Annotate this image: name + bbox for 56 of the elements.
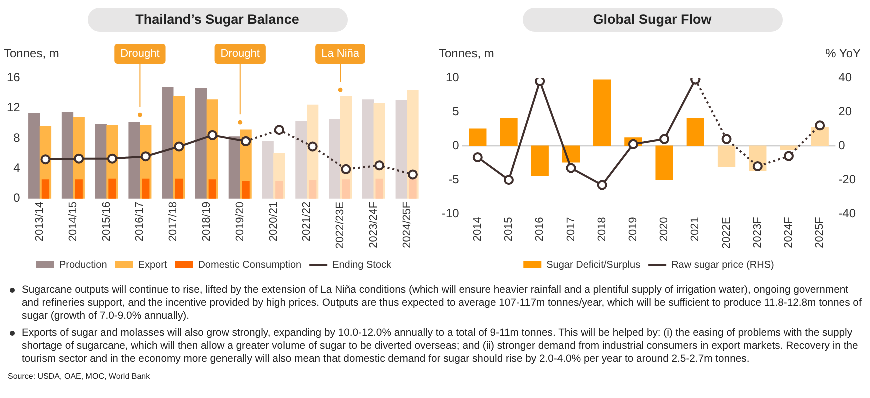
y2-axis-title: % YoY xyxy=(826,46,861,60)
source-note: Source: USDA, OAE, MOC, World Bank xyxy=(8,371,152,383)
chart-title: Thailand’s Sugar Balance xyxy=(88,8,348,32)
y-tick-label: 5 xyxy=(452,104,460,118)
x-tick-label: 2020 xyxy=(658,217,671,242)
y-tick-label: 16 xyxy=(6,70,21,84)
y-axis-title: Tonnes, m xyxy=(4,46,60,60)
legend-label: Export xyxy=(138,260,168,271)
y2-tick-label: -40 xyxy=(838,206,856,221)
legend-label: Domestic Consumption xyxy=(198,260,302,271)
x-tick-label: 2015/16 xyxy=(100,202,113,242)
text: Sugarcane outputs will continue to rise, lifted by the extension of La Niña conditions (which will ensure heavier rainfall and a plentiful supply of irrigation water), ongoing government and refineries support, and the incentive provided by high prices. Outputs are thus expected to average 107-117m tonnes/year, which will be sufficient to produce 11.8-12.8m tonnes of sugar (growth of 7.0-9.0% annually). xyxy=(22,284,863,323)
x-tick-label: 2021/22 xyxy=(301,202,314,242)
y-tick-label: 0 xyxy=(14,191,21,206)
y2-tick-label: 20 xyxy=(838,104,852,118)
y2-tick-label: 0 xyxy=(838,138,846,152)
chart-title: Global Sugar Flow xyxy=(522,8,782,32)
x-tick-label: 2017 xyxy=(565,217,578,242)
x-tick-label: 2013/14 xyxy=(34,202,46,242)
x-tick-label: 2019/20 xyxy=(234,202,246,242)
x-tick-label: 2019 xyxy=(627,217,640,242)
x-tick-label: 2023F xyxy=(752,216,764,248)
y-tick-label: 12 xyxy=(6,100,21,115)
legend-label: Sugar Deficit/Surplus xyxy=(546,260,641,271)
x-tick-label: 2022E xyxy=(720,217,733,250)
x-tick-label: 2021 xyxy=(690,217,702,242)
x-tick-label: 2014 xyxy=(472,217,484,242)
x-tick-label: 2022/23E xyxy=(334,202,347,250)
annotation: La Niña xyxy=(322,48,360,60)
y-tick-label: 8 xyxy=(14,130,21,145)
x-tick-label: 2015 xyxy=(503,217,516,242)
annotation: Drought xyxy=(120,48,160,60)
legend-label: Production xyxy=(59,260,108,271)
y-axis-title: Tonnes, m xyxy=(439,46,494,60)
y-tick-label: -10 xyxy=(442,206,460,221)
y2-tick-label: -20 xyxy=(838,172,856,186)
y-tick-label: 4 xyxy=(14,160,21,175)
text: Exports of sugar and molasses will also grow strongly, expanding by 10.0-12.0% annually to a total of 9-11m tonnes. This will be helped by: (i) the easing of problems with the supply shortage of sugarcane, which will then allow a greater volume of sugar to be diverted overseas; and (ii) stronger demand from industrial consumers in export markets. Recovery in the tourism sector and in the economy more generally will also mean that domestic demand for sugar should rise by 2.0-4.0% per year to around 2.5-2.7m tonnes. xyxy=(22,327,860,366)
x-tick-label: 2025F xyxy=(814,216,826,248)
x-tick-label: 2018/19 xyxy=(201,202,214,242)
y-tick-label: 10 xyxy=(446,70,460,84)
y-tick-label: 0 xyxy=(452,138,460,152)
x-tick-label: 2018 xyxy=(596,217,608,242)
y-tick-label: -5 xyxy=(448,172,460,186)
x-tick-label: 2017/18 xyxy=(168,202,180,242)
annotation: Drought xyxy=(220,48,260,60)
x-tick-label: 2016 xyxy=(534,217,546,242)
x-tick-label: 2016/17 xyxy=(134,202,146,242)
legend-label: Ending Stock xyxy=(332,260,393,271)
x-tick-label: 2024/25F xyxy=(401,202,414,248)
y2-tick-label: 40 xyxy=(838,70,852,84)
legend-label: Raw sugar price (RHS) xyxy=(672,260,774,271)
x-tick-label: 2023/24F xyxy=(368,202,380,248)
x-tick-label: 2020/21 xyxy=(268,202,280,242)
x-tick-label: 2024F xyxy=(783,216,796,248)
x-tick-label: 2014/15 xyxy=(67,202,80,242)
